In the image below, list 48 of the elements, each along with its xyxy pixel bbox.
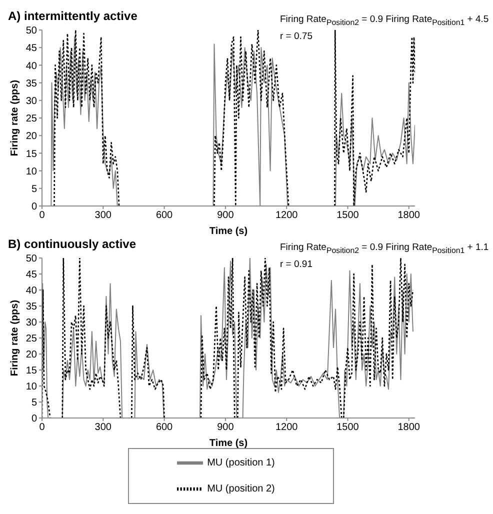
x-tick-label: 0 [39,210,46,222]
legend-label: MU (position 2) [207,484,275,495]
text: Firing Rate$_{Position2}$ = 0.9 Firing Rate$_{Position1}$ + 1.1 [280,242,489,255]
y-tick-label: 0 [31,414,38,425]
y-tick-label: 5 [31,398,38,409]
x-axis-title: Time (s) [209,438,248,449]
chart-title: A) intermittently active [8,9,138,23]
x-tick-label: 900 [217,422,234,434]
y-tick-label: 15 [26,148,38,160]
y-tick-label: 30 [26,96,38,107]
x-tick-label: 300 [94,422,112,434]
y-tick-label: 10 [26,166,38,178]
y-tick-label: 20 [26,131,38,142]
x-tick-label: 600 [156,210,174,222]
x-tick-label: 1500 [336,422,360,434]
x-tick-label: 1800 [398,422,420,434]
y-tick-label: 35 [26,78,38,90]
y-tick-label: 40 [26,286,38,297]
x-tick-label: 300 [94,210,112,222]
y-tick-label: 5 [31,184,38,195]
y-tick-label: 10 [26,382,38,393]
y-tick-label: 20 [26,350,38,361]
y-tick-label: 25 [26,334,38,345]
x-tick-label: 600 [156,422,174,434]
annotation: r = 0.91 [280,259,312,270]
x-tick-label: 0 [39,422,46,434]
chart-title: B) continuously active [8,237,136,251]
annotation: r = 0.75 [280,31,312,42]
x-axis-title: Time (s) [209,226,248,237]
x-tick-label: 900 [217,210,234,222]
x-tick-label: 1500 [336,210,360,222]
x-tick-label: 1200 [275,210,298,222]
y-tick-label: 15 [26,366,38,377]
legend-label: MU (position 1) [207,458,275,469]
y-tick-label: 45 [26,270,38,281]
x-tick-label: 1200 [275,422,298,434]
x-tick-label: 1800 [398,210,420,222]
text: Firing Rate$_{Position2}$ = 0.9 Firing Rate$_{Position1}$ + 4.5 [280,14,489,27]
y-axis-title: Firing rate (pps) [10,80,20,156]
y-tick-label: 50 [26,26,38,37]
y-tick-label: 35 [26,302,38,313]
y-tick-label: 25 [26,114,38,125]
y-tick-label: 40 [26,60,38,72]
y-tick-label: 50 [26,254,38,265]
y-tick-label: 30 [26,318,38,329]
y-tick-label: 0 [31,202,38,213]
y-axis-title: Firing rate (pps) [10,300,20,376]
y-tick-label: 45 [26,43,38,54]
